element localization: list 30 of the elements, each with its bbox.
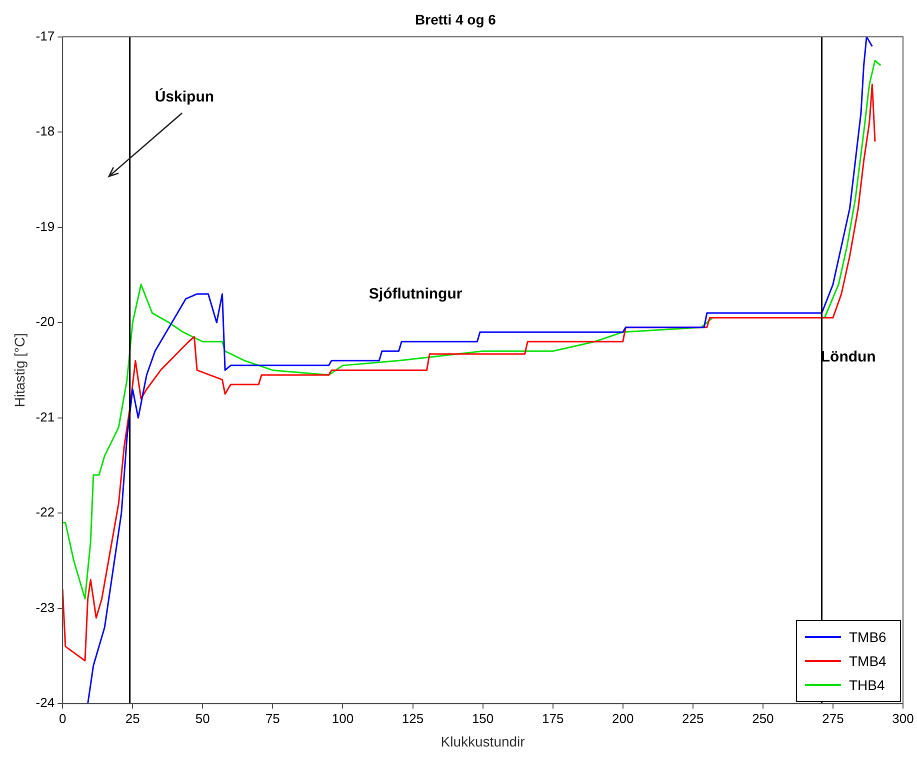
x-tick-label: 50: [195, 710, 210, 726]
y-tick-label: -20: [36, 314, 55, 330]
x-tick-label: 150: [472, 710, 494, 726]
legend-label: TMB6: [849, 628, 886, 645]
y-tick-label: -18: [36, 124, 55, 139]
x-tick-label: 200: [612, 710, 634, 726]
x-tick-label: 0: [58, 710, 66, 726]
x-axis-title: Klukkustundir: [440, 733, 526, 750]
y-tick-label: -17: [36, 28, 55, 44]
y-tick-label: -22: [36, 504, 55, 520]
x-tick-label: 250: [752, 710, 774, 726]
y-axis-title: Hitastig [°C]: [11, 333, 28, 408]
annotation: Löndun: [820, 348, 876, 366]
annotation: Úskipun: [154, 88, 214, 106]
x-tick-label: 300: [892, 710, 914, 726]
y-tick-label: -24: [36, 695, 55, 710]
x-tick-label: 25: [125, 710, 140, 726]
x-tick-label: 75: [265, 710, 280, 726]
x-tick-label: 100: [332, 710, 354, 726]
y-tick-label: -21: [36, 409, 55, 424]
y-tick-label: -23: [36, 600, 55, 615]
x-tick-label: 125: [402, 710, 424, 726]
y-tick-label: -19: [36, 218, 55, 234]
x-tick-label: 275: [822, 710, 844, 726]
legend-label: TMB4: [849, 652, 886, 669]
legend-label: THB4: [849, 676, 885, 693]
annotation: Sjóflutningur: [368, 285, 462, 302]
x-tick-label: 175: [542, 710, 564, 726]
x-tick-label: 225: [682, 710, 704, 726]
chart-title: Bretti 4 og 6: [415, 11, 496, 28]
